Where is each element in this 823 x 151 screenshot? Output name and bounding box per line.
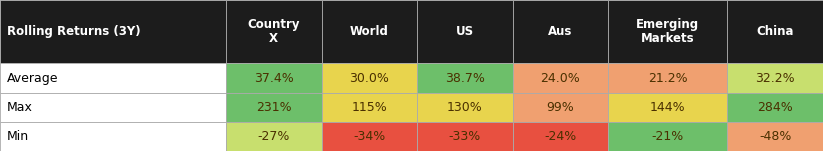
Text: US: US (456, 25, 474, 38)
Text: China: China (756, 25, 794, 38)
Text: 24.0%: 24.0% (541, 72, 580, 85)
Bar (0, 0, 226, 63)
Bar (0, 122, 226, 151)
Bar (728, 0, 823, 63)
Bar (728, 63, 823, 93)
Text: -24%: -24% (544, 130, 576, 143)
Text: 21.2%: 21.2% (648, 72, 687, 85)
Bar (513, 0, 608, 63)
Bar (513, 122, 608, 151)
Text: -48%: -48% (759, 130, 792, 143)
Text: 32.2%: 32.2% (756, 72, 795, 85)
Text: Emerging
Markets: Emerging Markets (636, 18, 700, 45)
Bar (417, 122, 513, 151)
Text: -34%: -34% (353, 130, 385, 143)
Text: 37.4%: 37.4% (253, 72, 294, 85)
Text: 231%: 231% (256, 101, 291, 114)
Bar (226, 93, 322, 122)
Text: Max: Max (7, 101, 32, 114)
Bar (0, 93, 226, 122)
Bar (417, 0, 513, 63)
Bar (728, 93, 823, 122)
Bar (608, 122, 728, 151)
Bar (728, 122, 823, 151)
Text: 38.7%: 38.7% (445, 72, 485, 85)
Bar (417, 63, 513, 93)
Bar (608, 93, 728, 122)
Bar (0, 63, 226, 93)
Bar (608, 0, 728, 63)
Text: 99%: 99% (546, 101, 574, 114)
Bar (226, 63, 322, 93)
Bar (322, 93, 417, 122)
Text: -33%: -33% (449, 130, 481, 143)
Text: World: World (350, 25, 388, 38)
Bar (226, 122, 322, 151)
Text: 130%: 130% (447, 101, 482, 114)
Text: Aus: Aus (548, 25, 573, 38)
Bar (417, 93, 513, 122)
Bar (226, 0, 322, 63)
Bar (513, 93, 608, 122)
Bar (322, 63, 417, 93)
Bar (608, 63, 728, 93)
Bar (322, 122, 417, 151)
Text: Average: Average (7, 72, 58, 85)
Text: 115%: 115% (351, 101, 387, 114)
Text: -21%: -21% (652, 130, 684, 143)
Text: 284%: 284% (757, 101, 793, 114)
Text: Country
X: Country X (248, 18, 300, 45)
Text: -27%: -27% (258, 130, 290, 143)
Text: Rolling Returns (3Y): Rolling Returns (3Y) (7, 25, 140, 38)
Text: 144%: 144% (650, 101, 686, 114)
Bar (322, 0, 417, 63)
Bar (513, 63, 608, 93)
Text: 30.0%: 30.0% (349, 72, 389, 85)
Text: Min: Min (7, 130, 29, 143)
